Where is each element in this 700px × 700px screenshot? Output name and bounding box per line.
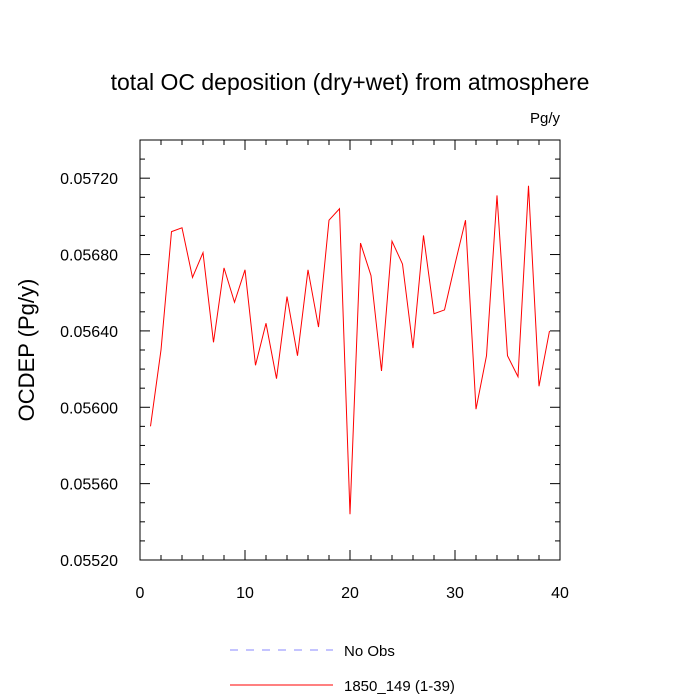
- chart-title: total OC deposition (dry+wet) from atmos…: [111, 69, 590, 95]
- legend-label: 1850_149 (1-39): [344, 678, 455, 695]
- tick-labels: 0 10 20 30 40 0.05520 0.05560 0.05600 0.05640 0.0…: [60, 171, 569, 602]
- legend: No Obs 1850_149 (1-39): [230, 643, 455, 695]
- x-tick-label: 10: [236, 585, 254, 602]
- y-tick-label: 0.05560: [60, 477, 118, 494]
- x-tick-label: 20: [341, 585, 359, 602]
- legend-label: No Obs: [344, 643, 395, 660]
- units-label: Pg/y: [530, 110, 561, 127]
- x-tick-label: 0: [136, 585, 145, 602]
- x-tick-label: 30: [446, 585, 464, 602]
- y-tick-label: 0.05720: [60, 171, 118, 188]
- y-axis-label: OCDEP (Pg/y): [14, 279, 39, 422]
- y-tick-label: 0.05600: [60, 400, 118, 417]
- y-tick-label: 0.05640: [60, 324, 118, 341]
- y-tick-label: 0.05680: [60, 248, 118, 265]
- y-tick-label: 0.05520: [60, 553, 118, 570]
- x-tick-label: 40: [551, 585, 569, 602]
- data-series: [150, 185, 550, 515]
- axis-ticks: [139, 139, 561, 561]
- series-line: [150, 185, 550, 515]
